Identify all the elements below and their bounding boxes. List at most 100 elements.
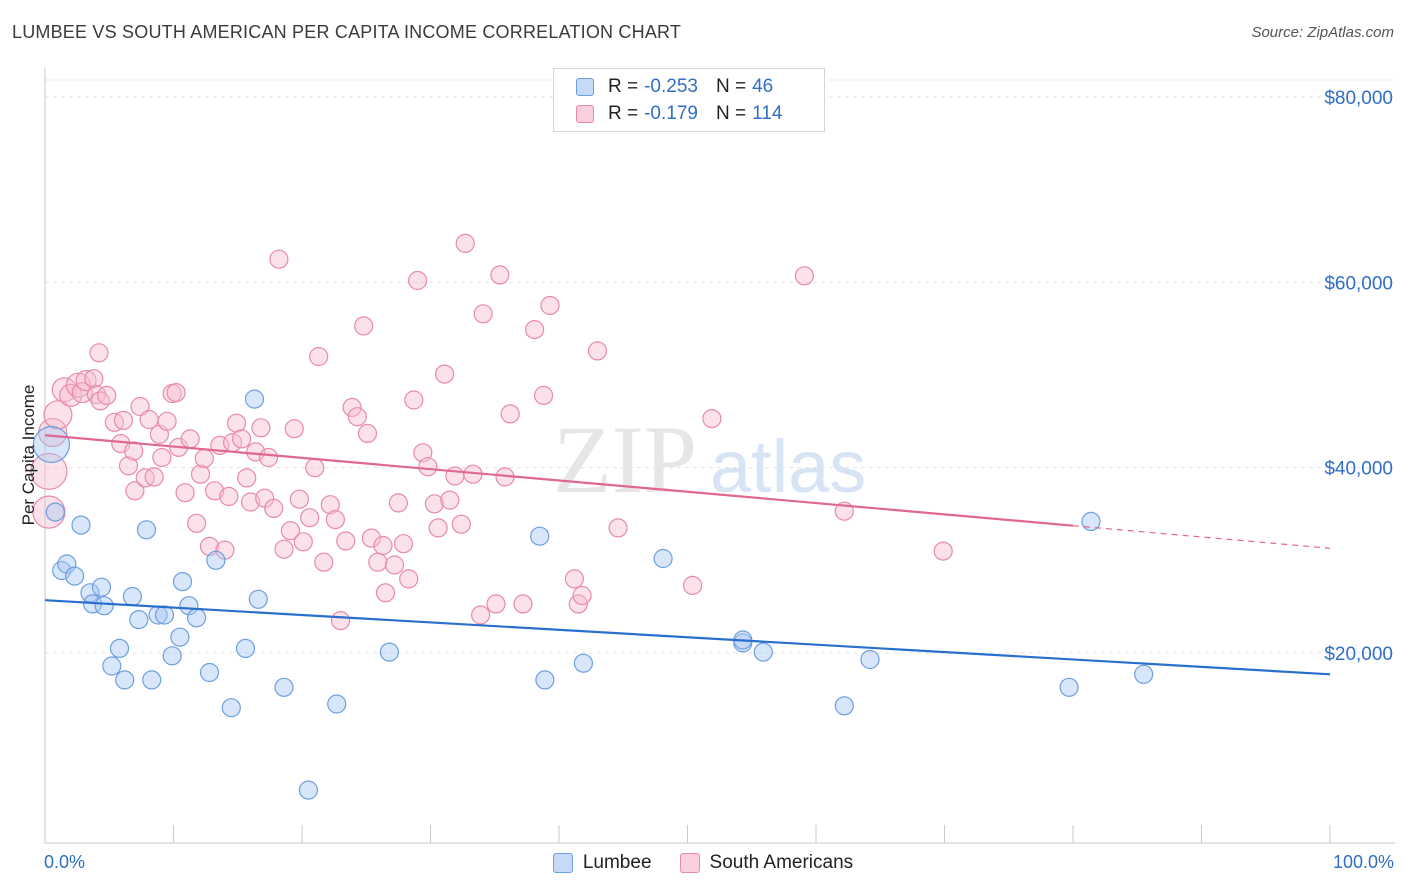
data-point	[71, 382, 93, 404]
data-point	[293, 532, 313, 552]
data-point	[300, 508, 320, 528]
data-point	[97, 385, 117, 405]
data-point	[373, 535, 393, 556]
data-point	[232, 429, 252, 449]
data-point	[354, 316, 374, 336]
data-point	[190, 464, 211, 484]
data-point	[109, 638, 130, 659]
data-point	[573, 653, 594, 673]
legend-swatch-south-americans	[576, 105, 594, 123]
data-point	[206, 550, 226, 570]
data-point	[166, 383, 186, 403]
data-point	[375, 583, 396, 603]
data-point	[248, 589, 268, 609]
data-point	[471, 605, 491, 625]
data-point	[309, 346, 329, 367]
data-point	[753, 642, 773, 662]
data-point	[180, 429, 200, 449]
data-point	[702, 409, 722, 429]
series-label-lumbee: Lumbee	[582, 852, 652, 873]
data-point	[368, 552, 388, 572]
data-point	[455, 233, 475, 253]
legend-n-label: N =	[715, 76, 747, 97]
data-point	[500, 404, 520, 424]
data-point	[130, 396, 150, 417]
data-point	[540, 295, 560, 316]
data-point	[533, 385, 554, 405]
data-point	[115, 670, 135, 690]
gridlines	[45, 79, 1395, 654]
data-point	[284, 419, 304, 439]
trend-line	[44, 434, 1074, 527]
data-point	[118, 456, 139, 476]
data-point	[157, 411, 177, 431]
data-point	[513, 594, 533, 614]
data-point	[1059, 677, 1079, 697]
data-point	[102, 656, 122, 676]
data-point	[682, 575, 703, 596]
data-point	[834, 696, 854, 716]
data-point	[219, 486, 239, 506]
y-tick-label: $20,000	[1324, 644, 1393, 665]
data-point	[440, 490, 460, 510]
data-point	[45, 502, 65, 522]
legend-r-label: R =	[608, 103, 639, 124]
watermark-atlas: atlas	[710, 425, 866, 508]
data-point	[305, 458, 325, 478]
legend-n-value: 46	[752, 76, 774, 97]
data-point	[325, 509, 345, 530]
data-point	[89, 343, 109, 363]
data-point	[221, 698, 241, 718]
data-point	[424, 494, 444, 514]
series-legend-lumbee: Lumbee	[552, 852, 652, 874]
data-point	[187, 608, 207, 628]
data-point	[274, 539, 294, 559]
legend-row-lumbee: R = -0.253 N = 46	[576, 75, 773, 99]
y-tick-labels: $20,000 $40,000 $60,000 $80,000	[1324, 88, 1393, 665]
data-point	[289, 489, 309, 509]
data-point	[379, 642, 399, 662]
data-point	[393, 534, 414, 554]
x-min-label: 0.0%	[44, 852, 86, 872]
y-axis-title: Per Capita Income	[19, 384, 38, 526]
series-legend: Lumbee South Americans	[0, 852, 1406, 874]
y-tick-label: $80,000	[1324, 88, 1393, 109]
data-point	[94, 596, 114, 616]
data-point	[530, 526, 550, 546]
legend-n-value: 114	[752, 103, 783, 124]
data-point	[113, 410, 134, 430]
legend-r-value: -0.179	[644, 103, 698, 124]
data-point	[237, 468, 257, 488]
data-point	[187, 513, 207, 533]
data-point	[241, 492, 261, 512]
data-point	[336, 531, 356, 551]
watermark: ZIP atlas	[553, 406, 866, 513]
data-point	[486, 594, 506, 614]
data-point	[524, 320, 545, 340]
x-max-label: 100.0%	[1332, 852, 1394, 872]
data-point	[235, 638, 256, 659]
data-point	[418, 457, 438, 477]
data-point	[587, 341, 608, 361]
data-point	[608, 518, 628, 538]
data-point	[404, 390, 424, 410]
legend-r-label: R =	[608, 76, 639, 97]
data-point	[933, 541, 953, 561]
data-point	[653, 548, 673, 569]
series-label-south-americans: South Americans	[709, 852, 854, 873]
data-point	[129, 609, 149, 630]
data-point	[794, 266, 815, 286]
data-point	[32, 495, 66, 529]
data-point	[264, 498, 284, 518]
data-point	[154, 605, 175, 625]
data-point	[205, 481, 225, 501]
data-point	[144, 467, 164, 487]
legend-swatch-lumbee	[576, 78, 594, 96]
data-point	[490, 265, 510, 285]
data-point	[280, 521, 300, 541]
legend-row-south-americans: R = -0.179 N = 114	[576, 102, 782, 126]
watermark-zip: ZIP	[553, 406, 697, 513]
data-point	[451, 514, 471, 534]
axes	[44, 68, 1395, 844]
series-swatch-lumbee	[552, 853, 573, 873]
